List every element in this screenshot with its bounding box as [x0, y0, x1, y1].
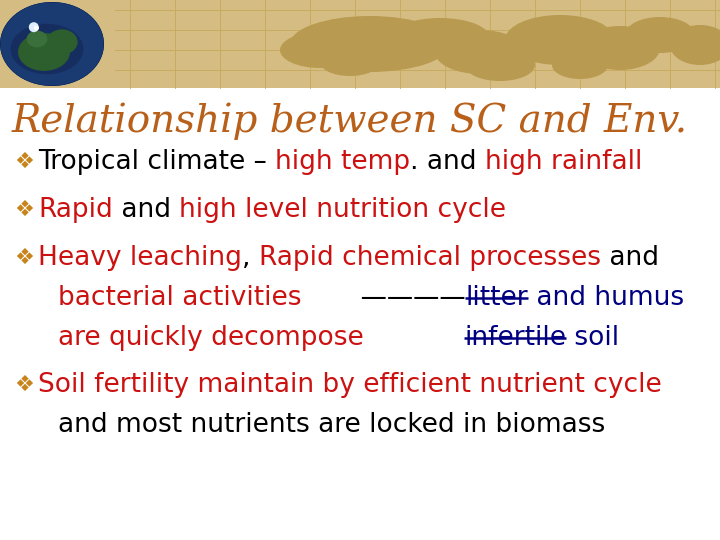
- Text: litter: litter: [465, 285, 528, 311]
- Bar: [0, 0, 720, 88]
- Text: high level nutrition cycle: high level nutrition cycle: [179, 197, 506, 223]
- Text: Tropical climate –: Tropical climate –: [38, 149, 275, 175]
- Ellipse shape: [580, 26, 660, 70]
- Ellipse shape: [390, 18, 490, 58]
- Text: are quickly decompose: are quickly decompose: [58, 325, 364, 351]
- Ellipse shape: [552, 51, 608, 79]
- Ellipse shape: [505, 15, 615, 65]
- Text: and: and: [113, 197, 179, 223]
- Ellipse shape: [280, 32, 360, 68]
- Text: high rainfall: high rainfall: [485, 149, 642, 175]
- Ellipse shape: [290, 16, 450, 72]
- Text: bacterial activities: bacterial activities: [58, 285, 302, 311]
- Text: Relationship between SC and Env.: Relationship between SC and Env.: [12, 102, 688, 139]
- Text: ————: ————: [302, 285, 465, 311]
- Ellipse shape: [320, 48, 380, 76]
- Ellipse shape: [465, 49, 535, 81]
- Ellipse shape: [27, 31, 48, 48]
- Text: infertile: infertile: [464, 325, 566, 351]
- Text: high temp: high temp: [275, 149, 410, 175]
- Text: and: and: [600, 245, 659, 271]
- Text: Heavy leaching: Heavy leaching: [38, 245, 242, 271]
- Ellipse shape: [435, 30, 525, 74]
- Text: . and: . and: [410, 149, 485, 175]
- Ellipse shape: [0, 2, 104, 86]
- Ellipse shape: [625, 17, 695, 53]
- Text: and most nutrients are locked in biomass: and most nutrients are locked in biomass: [58, 412, 606, 438]
- Circle shape: [29, 22, 39, 32]
- Text: ❖: ❖: [14, 200, 34, 220]
- Ellipse shape: [670, 25, 720, 65]
- Text: ❖: ❖: [14, 152, 34, 172]
- Ellipse shape: [11, 24, 84, 74]
- Text: soil: soil: [566, 325, 619, 351]
- Text: ❖: ❖: [14, 248, 34, 268]
- Ellipse shape: [0, 2, 104, 86]
- Ellipse shape: [46, 29, 78, 55]
- Text: Rapid chemical processes: Rapid chemical processes: [258, 245, 600, 271]
- Text: ❖: ❖: [14, 375, 34, 395]
- Text: ,: ,: [242, 245, 258, 271]
- Text: Soil fertility maintain by efficient nutrient cycle: Soil fertility maintain by efficient nut…: [38, 372, 662, 398]
- Text: and humus: and humus: [528, 285, 684, 311]
- Text: Rapid: Rapid: [38, 197, 113, 223]
- Ellipse shape: [18, 33, 70, 71]
- Circle shape: [34, 25, 39, 31]
